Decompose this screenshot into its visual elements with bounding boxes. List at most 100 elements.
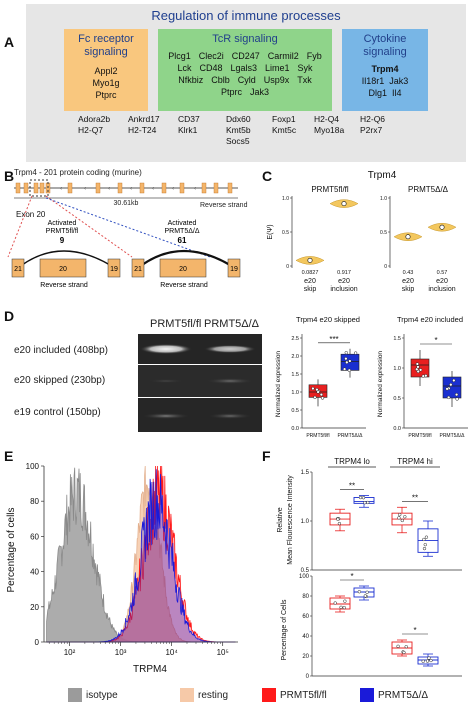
x-tick-label: 10⁴ [165, 648, 178, 657]
data-point [429, 658, 433, 663]
data-point [423, 542, 427, 547]
other-gene: H2-Q7 [78, 125, 104, 135]
fc-title-1: Fc receptor [78, 33, 134, 45]
other-gene: Socs5 [226, 136, 250, 146]
data-point [320, 396, 325, 400]
y-tick-label: 0.5 [291, 408, 299, 414]
box [329, 597, 351, 610]
strand-arrow: ‹ [130, 186, 132, 192]
left-label-1: Activated [48, 220, 77, 227]
tcr-box: TcR signaling Plcg1 Clec2i CD247 Carmil2 Fyb… [158, 29, 332, 111]
legend-item: PRMT5Δ/Δ [360, 688, 428, 702]
x-tick-label: 10² [64, 648, 76, 657]
y-tick-label: 0.0 [291, 426, 299, 432]
data-point [358, 495, 363, 500]
histogram-chart: Percentage of cells TRPM4 0 20 40 60 80 100 10² 1… [6, 462, 238, 675]
data-point [422, 546, 427, 551]
y-tick-label: 20 [302, 654, 309, 660]
violin-point [405, 234, 411, 240]
chart2-ylabel: Percentage of Cells [281, 599, 288, 661]
gene-length: 30.61kb [114, 200, 139, 207]
violin-point [307, 257, 313, 263]
data-point [416, 365, 420, 369]
other-gene: P2rx7 [360, 125, 383, 135]
violin-point [439, 224, 445, 230]
exon-mark [179, 182, 185, 194]
exon-label: Exon 20 [16, 210, 46, 219]
data-point [333, 601, 337, 605]
y-tick-label: 1.0 [393, 366, 401, 372]
sig-label: * [413, 626, 416, 635]
other-gene: H2-T24 [128, 125, 157, 135]
gene-strand: Reverse strand [200, 202, 248, 209]
right-exon: 20 [179, 266, 187, 273]
legend-label: isotype [86, 689, 118, 701]
box-chart-f: TRPM4 lo TRPM4 hi Relative Mean Flourescenc… [277, 457, 462, 680]
data-point [449, 383, 453, 387]
data-point [416, 369, 420, 374]
left-label-2: PRMT5fl/fl [46, 228, 79, 235]
y-tick-label: 60 [302, 614, 309, 620]
exon-mark [33, 182, 39, 194]
data-point [397, 516, 401, 520]
data-point [361, 496, 366, 500]
data-point [319, 392, 324, 397]
y-tick-label: 40 [30, 568, 39, 577]
legend-item: isotype [68, 688, 118, 702]
other-gene: CD37 [178, 114, 200, 124]
cytokine-title-2: signaling [363, 46, 407, 58]
box-chart-title: Trpm4 e20 skipped [296, 315, 360, 324]
y-tick-label: 1.0 [301, 519, 310, 525]
violin-value-label: 0.43 [403, 270, 414, 276]
other-gene: Foxp1 [272, 114, 296, 124]
exon-mark [23, 182, 29, 194]
data-point [445, 387, 449, 391]
legend-swatch [68, 688, 82, 702]
y-tick-label: 100 [26, 462, 40, 471]
violin-group-label: e20 [304, 278, 316, 285]
legend-label: PRMT5Δ/Δ [378, 689, 429, 701]
right-label-2: PRMT5Δ/Δ [164, 228, 199, 235]
tcr-gene-row: Plcg1 Clec2i CD247 Carmil2 Fyb [168, 51, 322, 61]
other-gene-column: H2-Q4 Myo18a [314, 114, 344, 136]
right-count: 61 [178, 236, 187, 245]
left-count: 9 [60, 236, 65, 245]
panel-a-letter: A [4, 34, 15, 50]
panel-a-title: Regulation of immune processes [151, 8, 341, 23]
x-group-label: PRMT5fl/fl [408, 433, 431, 439]
sig-label: *** [329, 335, 338, 344]
violin-group-label: skip [304, 286, 317, 293]
other-gene: H2-Q6 [360, 114, 386, 124]
gene-title: Trpm4 - 201 protein coding (murine) [14, 168, 142, 177]
y-tick-label: 1.5 [301, 470, 310, 476]
tcr-title: TcR signaling [212, 33, 278, 45]
y-tick-label: 1.0 [291, 390, 299, 396]
data-point [452, 378, 456, 383]
tcr-gene-row: Nfkbiz Cblb Cyld Usp9x Txk [178, 75, 312, 85]
data-point [363, 594, 367, 598]
y-tick-label: 0.0 [393, 426, 401, 432]
y-tick-label: 0.5 [393, 396, 401, 402]
gel-row-label: e20 included (408bp) [14, 345, 108, 356]
right-strand: Reverse strand [160, 282, 208, 289]
data-point [424, 535, 429, 539]
violin-subplot-title: PRMT5fl/fl [311, 185, 349, 194]
other-gene-column: Ankrd17 H2-T24 [128, 114, 160, 136]
other-gene: Kmt5c [272, 125, 297, 135]
group-header: TRPM4 hi [397, 457, 433, 466]
sig-label: * [350, 572, 353, 581]
data-point [311, 386, 315, 391]
fc-title-2: signaling [84, 46, 128, 58]
legend-swatch [262, 688, 276, 702]
box-chart-title: Trpm4 e20 included [397, 315, 463, 324]
data-point [447, 395, 451, 400]
violin-group-label: e20 [338, 278, 350, 285]
box-chart-ylabel: Normalized expression [377, 351, 384, 417]
y-tick-label: 0 [286, 264, 289, 270]
data-point [402, 650, 406, 655]
violin-point [341, 201, 347, 207]
data-point [363, 501, 367, 505]
legend-item: PRMT5fl/fl [262, 688, 327, 702]
strand-arrow: ‹ [108, 186, 110, 192]
violin-chart: Trpm4E(Ψ)PRMT5fl/fl00.51.00.0827e20skip0… [267, 170, 457, 293]
